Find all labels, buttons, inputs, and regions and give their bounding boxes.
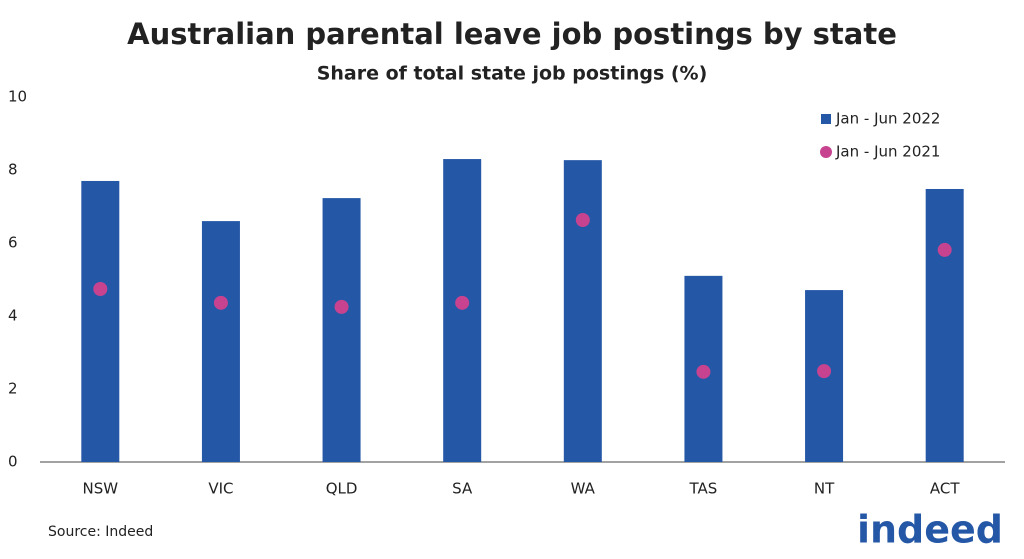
x-tick-label: NSW	[83, 480, 119, 498]
x-tick-label: WA	[571, 480, 596, 498]
dot	[93, 281, 108, 296]
legend-label: Jan - Jun 2022	[835, 110, 940, 128]
dot	[334, 299, 349, 314]
y-tick-label: 8	[8, 161, 18, 179]
y-tick-label: 10	[8, 88, 27, 106]
y-tick-label: 0	[8, 453, 18, 471]
dot	[455, 295, 470, 310]
y-tick-label: 2	[8, 380, 18, 398]
dot	[696, 364, 711, 379]
chart-title: Australian parental leave job postings b…	[127, 17, 897, 51]
dot	[213, 295, 228, 310]
x-tick-label: QLD	[326, 480, 358, 498]
bar	[201, 221, 240, 462]
bar	[322, 198, 361, 463]
legend-swatch	[821, 114, 831, 124]
x-tick-label: NT	[814, 480, 835, 498]
legend-label: Jan - Jun 2021	[835, 143, 940, 161]
chart-subtitle: Share of total state job postings (%)	[317, 63, 708, 85]
bar	[925, 188, 964, 463]
bar	[81, 180, 120, 462]
legend-swatch	[820, 146, 832, 158]
dot	[817, 364, 832, 379]
x-tick-label: TAS	[689, 480, 718, 498]
bar	[443, 159, 482, 463]
y-tick-label: 4	[8, 307, 18, 325]
source-note: Source: Indeed	[48, 524, 153, 540]
y-tick-label: 6	[8, 234, 18, 252]
x-tick-label: ACT	[930, 480, 960, 498]
brand-logo: indeed	[857, 508, 1003, 552]
x-tick-label: VIC	[208, 480, 233, 498]
bar	[563, 160, 602, 462]
dot	[937, 242, 952, 257]
x-tick-label: SA	[452, 480, 473, 498]
dot	[575, 213, 590, 228]
